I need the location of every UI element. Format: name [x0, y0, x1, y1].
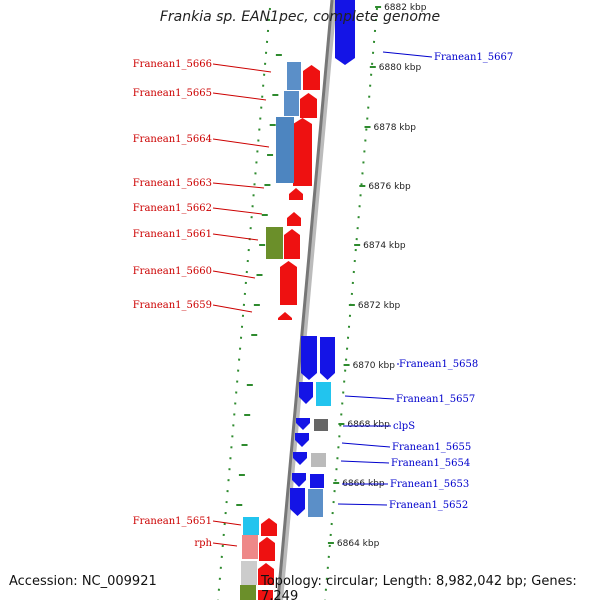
gene-label-leader-line — [212, 520, 242, 526]
gene-label-franean1-5664: Franean1_5664 — [133, 134, 212, 145]
ruler-tick-label: 6878 kbp — [374, 123, 417, 133]
gene-block-5664 — [276, 117, 294, 183]
ruler-tick-label: 6880 kbp — [379, 63, 422, 73]
gene-label-franean1-5659: Franean1_5659 — [133, 300, 212, 311]
gene-block-5661 — [266, 227, 283, 259]
gene-franean1-5654-arrow — [293, 452, 307, 465]
gene-label-leader-line — [212, 207, 263, 215]
gene-label-franean1-5660: Franean1_5660 — [133, 266, 212, 277]
gene-label-franean1-5657: Franean1_5657 — [396, 394, 475, 405]
gene-label-franean1-5662: Franean1_5662 — [133, 203, 212, 214]
gene-label-franean1-5663: Franean1_5663 — [133, 178, 212, 189]
outer-dotted-ruler-line — [217, 7, 271, 600]
gene-franean1-5653-arrow — [292, 473, 306, 487]
topology-text: Topology: circular; Length: 8,982,042 bp… — [261, 574, 577, 600]
gene-label-leader-line — [341, 442, 391, 448]
gene-label-leader-line — [337, 503, 388, 506]
genome-backbone-shadow — [277, 0, 337, 600]
gene-block-5654 — [311, 453, 326, 467]
accession-text: Accession: NC_009921 — [9, 574, 157, 589]
gene-label-franean1-5654: Franean1_5654 — [391, 458, 470, 469]
ruler-tick-label: 6882 kbp — [384, 3, 427, 13]
gene-label-franean1-5655: Franean1_5655 — [392, 442, 471, 453]
ruler-tick-label: 6876 kbp — [368, 182, 411, 192]
gene-label-rph: rph — [194, 538, 212, 549]
gene-label-leader-line — [344, 395, 395, 400]
gene-franean1-5655-arrow — [295, 433, 309, 447]
gene-franean1-5663-arrow — [289, 188, 303, 200]
gene-franean1-5651-arrow — [261, 518, 277, 536]
gene-label-leader-line — [212, 233, 259, 241]
gene-label-leader-line — [212, 270, 256, 279]
gene-franean1-5657-arrow — [299, 382, 313, 404]
gene-bottom-red-arrow — [258, 563, 274, 585]
gene-label-leader-line — [212, 92, 267, 101]
gene-label-leader-line — [212, 138, 270, 148]
gene-bottom-red-block — [258, 590, 273, 600]
gene-label-leader-line — [212, 304, 253, 313]
gene-label-franean1-5667: Franean1_5667 — [434, 52, 513, 63]
gene-block-5653 — [310, 474, 324, 488]
gene-block-5657 — [316, 382, 331, 406]
gene-clps-arrow — [296, 418, 310, 430]
gene-franean1-5666-arrow — [303, 65, 320, 90]
gene-label-leader-line — [382, 51, 433, 58]
gene-block-bottom-green — [240, 585, 256, 600]
gene-franean1-5665-arrow — [300, 93, 317, 118]
gene-label-leader-line — [212, 542, 238, 547]
gene-franean1-5652-arrow — [290, 488, 305, 516]
gene-franean1-5667-arrow — [335, 0, 355, 65]
gene-label-leader-line — [212, 182, 265, 189]
ruler-tick-label: 6868 kbp — [347, 420, 390, 430]
genome-backbone — [276, 0, 334, 600]
gene-label-leader-line — [340, 460, 390, 464]
gene-block-rph — [242, 535, 258, 559]
gene-label-franean1-5666: Franean1_5666 — [133, 59, 212, 70]
map-title: Frankia sp. EAN1pec, complete genome — [159, 9, 441, 25]
gene-label-franean1-5653: Franean1_5653 — [390, 479, 469, 490]
gene-label-franean1-5665: Franean1_5665 — [133, 88, 212, 99]
gene-block-5651 — [243, 517, 259, 535]
ruler-tick-label: 6870 kbp — [353, 361, 396, 371]
gene-label-franean1-5658: Franean1_5658 — [399, 359, 478, 370]
gene-franean1-5660-arrow — [280, 261, 297, 305]
gene-franean1-5658-arrow — [301, 336, 317, 380]
gene-label-franean1-5661: Franean1_5661 — [133, 229, 212, 240]
gene-label-franean1-5652: Franean1_5652 — [389, 500, 468, 511]
gene-label-franean1-5651: Franean1_5651 — [133, 516, 212, 527]
gene-franean1-5662-arrow — [287, 212, 301, 226]
gene-franean1-5659-arrow — [278, 312, 292, 320]
gene-block-bottom-grey — [241, 561, 257, 585]
gene-rph-arrow — [259, 537, 275, 561]
gene-franean1-5664-arrow — [293, 118, 312, 186]
ruler-tick-label: 6874 kbp — [363, 241, 406, 251]
gene-block-5652 — [308, 489, 323, 517]
gene-block-clps — [314, 419, 328, 431]
gene-label-leader-line — [212, 63, 272, 73]
ruler-tick-label: 6872 kbp — [358, 301, 401, 311]
gene-block-5665 — [284, 91, 299, 116]
gene-franean1-5658b-arrow — [320, 337, 335, 380]
gene-block-5666 — [287, 62, 301, 90]
ruler-tick-label: 6864 kbp — [337, 539, 380, 549]
gene-label-clps: clpS — [393, 421, 415, 432]
gene-franean1-5661-arrow — [284, 229, 300, 259]
